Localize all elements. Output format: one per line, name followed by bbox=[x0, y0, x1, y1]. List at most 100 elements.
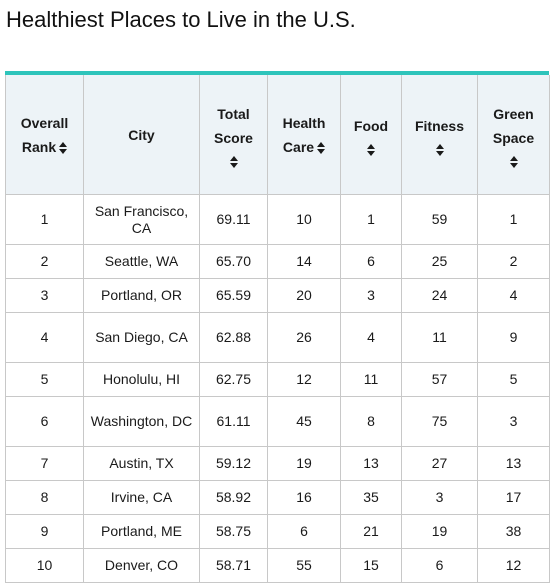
cell-food: 13 bbox=[340, 446, 402, 481]
cell-rank: 1 bbox=[5, 194, 84, 245]
cell-green-space: 12 bbox=[477, 548, 550, 583]
cell-fitness: 3 bbox=[401, 480, 478, 515]
cell-total-score: 69.11 bbox=[199, 194, 268, 245]
table-row: 9 Portland, ME 58.75 6 21 19 38 bbox=[5, 514, 550, 549]
sort-icon[interactable] bbox=[509, 155, 518, 168]
column-header-overall-rank[interactable]: Overall Rank bbox=[5, 75, 84, 195]
header-label-line: Score bbox=[214, 129, 253, 146]
cell-total-score: 58.71 bbox=[199, 548, 268, 583]
column-header-health-care[interactable]: Health Care bbox=[267, 75, 341, 195]
header-label-line: Food bbox=[353, 117, 389, 134]
cell-green-space: 9 bbox=[477, 312, 550, 363]
cell-total-score: 61.11 bbox=[199, 396, 268, 447]
cell-rank: 7 bbox=[5, 446, 84, 481]
cell-health-care: 6 bbox=[267, 514, 341, 549]
table-row: 5 Honolulu, HI 62.75 12 11 57 5 bbox=[5, 362, 550, 397]
header-label-line: Care bbox=[282, 138, 315, 155]
cell-green-space: 4 bbox=[477, 278, 550, 313]
cell-health-care: 14 bbox=[267, 244, 341, 279]
cell-fitness: 6 bbox=[401, 548, 478, 583]
header-label-line: Health bbox=[282, 114, 326, 131]
cell-health-care: 26 bbox=[267, 312, 341, 363]
cell-health-care: 20 bbox=[267, 278, 341, 313]
table-row: 10 Denver, CO 58.71 55 15 6 12 bbox=[5, 548, 550, 583]
cell-fitness: 75 bbox=[401, 396, 478, 447]
cell-food: 8 bbox=[340, 396, 402, 447]
cell-fitness: 57 bbox=[401, 362, 478, 397]
cell-rank: 4 bbox=[5, 312, 84, 363]
table-row: 2 Seattle, WA 65.70 14 6 25 2 bbox=[5, 244, 550, 279]
header-label-line: Space bbox=[492, 129, 535, 146]
table-row: 4 San Diego, CA 62.88 26 4 11 9 bbox=[5, 312, 550, 363]
sort-icon[interactable] bbox=[367, 143, 375, 156]
column-header-city[interactable]: City bbox=[83, 75, 200, 195]
cell-food: 11 bbox=[340, 362, 402, 397]
cell-fitness: 24 bbox=[401, 278, 478, 313]
cell-fitness: 59 bbox=[401, 194, 478, 245]
header-label-line: Total bbox=[217, 105, 250, 122]
cell-food: 35 bbox=[340, 480, 402, 515]
cell-city: Austin, TX bbox=[83, 446, 200, 481]
cell-city: Portland, OR bbox=[83, 278, 200, 313]
cell-food: 21 bbox=[340, 514, 402, 549]
cell-rank: 6 bbox=[5, 396, 84, 447]
table-row: 6 Washington, DC 61.11 45 8 75 3 bbox=[5, 396, 550, 447]
cell-rank: 2 bbox=[5, 244, 84, 279]
rankings-table-container: Overall Rank City Total Score Health Car… bbox=[5, 71, 550, 583]
cell-fitness: 11 bbox=[401, 312, 478, 363]
page-title: Healthiest Places to Live in the U.S. bbox=[6, 7, 356, 32]
sort-icon[interactable] bbox=[229, 155, 238, 168]
cell-food: 4 bbox=[340, 312, 402, 363]
cell-city: San Diego, CA bbox=[83, 312, 200, 363]
cell-city: Portland, ME bbox=[83, 514, 200, 549]
cell-rank: 10 bbox=[5, 548, 84, 583]
cell-food: 1 bbox=[340, 194, 402, 245]
cell-food: 6 bbox=[340, 244, 402, 279]
cell-health-care: 10 bbox=[267, 194, 341, 245]
column-header-fitness[interactable]: Fitness bbox=[401, 75, 478, 195]
header-label-line: City bbox=[128, 126, 155, 143]
cell-city: Honolulu, HI bbox=[83, 362, 200, 397]
cell-total-score: 65.59 bbox=[199, 278, 268, 313]
column-header-total-score[interactable]: Total Score bbox=[199, 75, 268, 195]
cell-green-space: 3 bbox=[477, 396, 550, 447]
cell-city: Washington, DC bbox=[83, 396, 200, 447]
cell-food: 15 bbox=[340, 548, 402, 583]
cell-green-space: 5 bbox=[477, 362, 550, 397]
cell-city: San Francisco, CA bbox=[83, 194, 200, 245]
rankings-table: Overall Rank City Total Score Health Car… bbox=[5, 75, 550, 583]
cell-food: 3 bbox=[340, 278, 402, 313]
table-row: 7 Austin, TX 59.12 19 13 27 13 bbox=[5, 446, 550, 481]
cell-health-care: 45 bbox=[267, 396, 341, 447]
cell-rank: 3 bbox=[5, 278, 84, 313]
cell-health-care: 12 bbox=[267, 362, 341, 397]
column-header-green-space[interactable]: Green Space bbox=[477, 75, 550, 195]
header-label-line: Overall bbox=[20, 114, 69, 131]
cell-green-space: 38 bbox=[477, 514, 550, 549]
table-body: 1 San Francisco, CA 69.11 10 1 59 1 2 Se… bbox=[5, 194, 550, 583]
cell-health-care: 55 bbox=[267, 548, 341, 583]
table-row: 3 Portland, OR 65.59 20 3 24 4 bbox=[5, 278, 550, 313]
cell-city: Seattle, WA bbox=[83, 244, 200, 279]
cell-total-score: 58.92 bbox=[199, 480, 268, 515]
cell-health-care: 19 bbox=[267, 446, 341, 481]
cell-green-space: 13 bbox=[477, 446, 550, 481]
header-label-line: Rank bbox=[21, 138, 57, 155]
cell-total-score: 65.70 bbox=[199, 244, 268, 279]
sort-icon[interactable] bbox=[59, 141, 68, 154]
table-header: Overall Rank City Total Score Health Car… bbox=[5, 75, 550, 195]
cell-health-care: 16 bbox=[267, 480, 341, 515]
sort-icon[interactable] bbox=[435, 143, 444, 156]
cell-total-score: 62.88 bbox=[199, 312, 268, 363]
column-header-food[interactable]: Food bbox=[340, 75, 402, 195]
cell-fitness: 19 bbox=[401, 514, 478, 549]
cell-total-score: 59.12 bbox=[199, 446, 268, 481]
sort-icon[interactable] bbox=[317, 141, 326, 154]
cell-rank: 8 bbox=[5, 480, 84, 515]
cell-city: Irvine, CA bbox=[83, 480, 200, 515]
cell-total-score: 58.75 bbox=[199, 514, 268, 549]
cell-fitness: 27 bbox=[401, 446, 478, 481]
table-row: 1 San Francisco, CA 69.11 10 1 59 1 bbox=[5, 194, 550, 245]
cell-green-space: 1 bbox=[477, 194, 550, 245]
cell-total-score: 62.75 bbox=[199, 362, 268, 397]
